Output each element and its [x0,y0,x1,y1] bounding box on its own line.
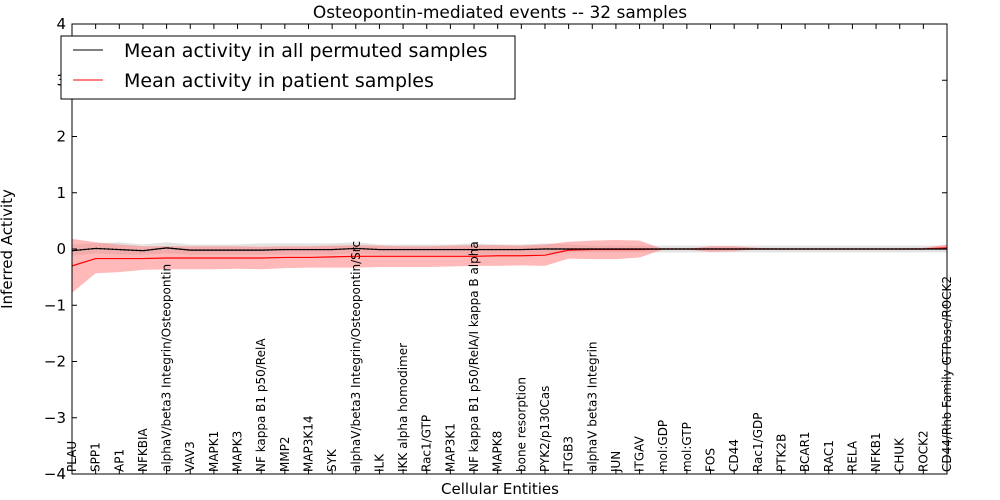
legend: Mean activity in all permuted samples Me… [60,35,516,100]
y-tick-label: 4 [56,15,66,33]
y-tick-label: −1 [44,296,66,314]
x-tick-label: NFKB1 [869,432,883,472]
line-permuted [71,247,947,252]
x-tick-label: MAPK3 [231,431,245,472]
x-tick-label: alphaV/beta3 Integrin/Osteopontin/Src [349,241,363,472]
y-tick-label: −4 [44,465,66,483]
x-tick-label: IKK alpha homodimer [396,343,410,472]
x-axis: PLAU SPP1 AP1 NFKBIA alphaV/beta3 Integrin/O… [65,24,954,474]
series-lines [71,247,948,267]
x-tick-label: AP1 [112,449,126,472]
x-tick-label: ITGAV [633,435,647,472]
chart-title: Osteopontin-mediated events -- 32 sample… [313,3,687,23]
legend-box [60,35,516,100]
x-tick-label: NF kappa B1 p50/RelA [254,338,268,472]
x-axis-label: Cellular Entities [441,480,559,498]
x-tick-label: SYK [325,448,339,472]
x-tick-label: CHUK [893,437,907,472]
x-tick-label: MMP2 [278,436,292,472]
x-tick-label: mol:GDP [656,420,670,472]
legend-label-patient: Mean activity in patient samples [124,70,434,92]
x-tick-label: bone resorption [514,377,528,472]
legend-label-permuted: Mean activity in all permuted samples [124,40,487,62]
band-patient [72,238,947,293]
x-tick-label: VAV3 [183,441,197,472]
x-tick-label: alphaV/beta3 Integrin/Osteopontin [160,264,174,472]
x-tick-label: Rac1/GDP [751,413,765,472]
x-tick-label: MAP3K14 [301,415,315,472]
y-tick-label: −2 [44,353,66,371]
y-tick-label: 1 [56,184,66,202]
x-tick-label: BCAR1 [798,431,812,472]
x-tick-label: CD44/Rho Family GTPase/ROCK2 [940,276,954,472]
x-tick-label: CD44 [727,439,741,472]
x-tick-label: alphaV beta3 Integrin [585,341,599,472]
y-tick-label: 0 [56,240,66,258]
x-tick-label: ITGB3 [562,436,576,472]
y-tick-label: −3 [44,409,66,427]
x-tick-label: JUN [609,451,623,473]
x-tick-label: NF kappa B1 p50/RelA/I kappa B alpha [467,241,481,472]
x-tick-label: MAP3K1 [443,423,457,472]
x-tick-label: ROCK2 [916,430,930,472]
x-tick-label: PLAU [65,441,79,472]
x-tick-label: MAPK8 [491,431,505,472]
y-tick-label: 2 [56,128,66,146]
y-axis-label: Inferred Activity [0,189,16,309]
x-tick-label: PYK2/p130Cas [538,386,552,472]
x-tick-label: MAPK1 [207,431,221,472]
x-tick-label: ILK [372,453,386,472]
x-tick-label: PTK2B [774,434,788,472]
confidence-bands [72,238,947,293]
x-tick-label: mol:GTP [680,422,694,472]
x-tick-label: FOS [704,448,718,472]
x-tick-label: NFKBIA [136,427,150,472]
x-tick-label: Rac1/GTP [420,415,434,472]
x-tick-label: RAC1 [822,440,836,472]
x-tick-label: RELA [845,440,859,472]
x-tick-label: SPP1 [89,442,103,472]
